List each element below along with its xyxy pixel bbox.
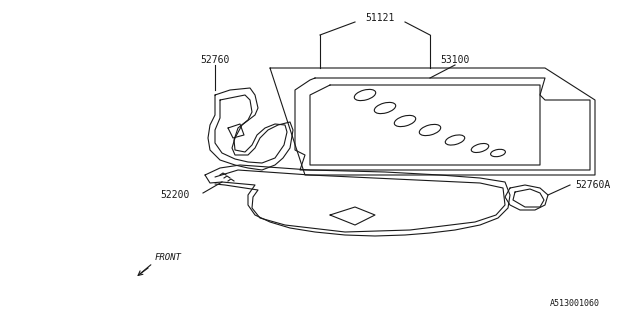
- Text: 52760A: 52760A: [575, 180, 611, 190]
- Text: 53100: 53100: [440, 55, 470, 65]
- Text: FRONT: FRONT: [155, 253, 182, 262]
- Text: 52760: 52760: [200, 55, 230, 65]
- Text: 52200: 52200: [160, 190, 189, 200]
- Text: A513001060: A513001060: [550, 299, 600, 308]
- Text: 51121: 51121: [365, 13, 395, 23]
